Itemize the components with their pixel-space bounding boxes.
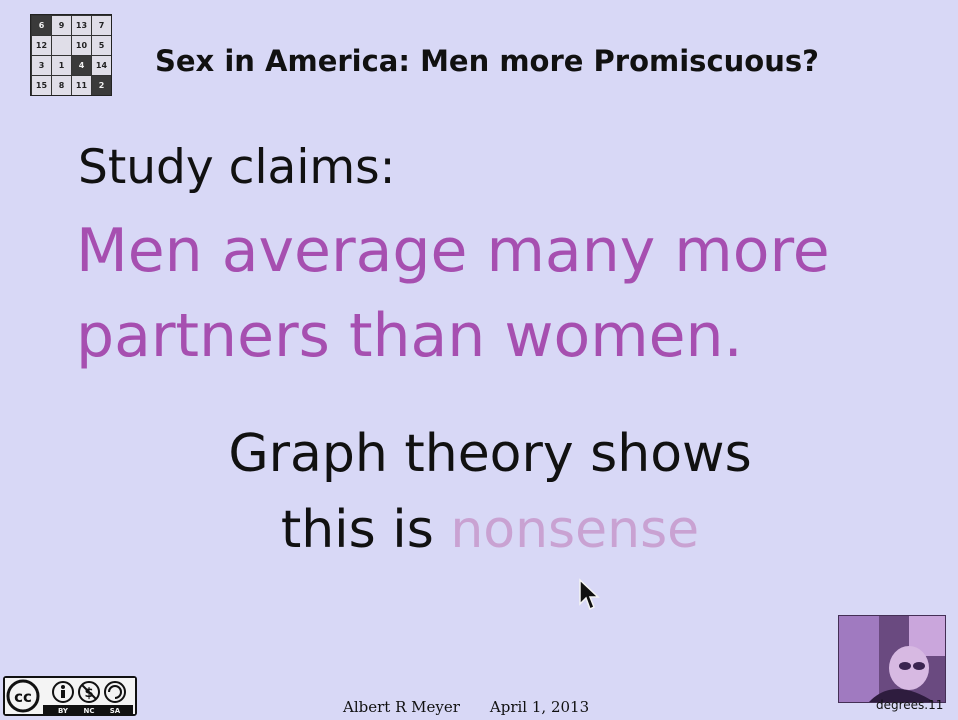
webcam-image (839, 616, 945, 702)
cc-license-icons: cc $ BY NC SA (5, 678, 135, 715)
puzzle-cell: 2 (92, 76, 111, 95)
puzzle-cell: 1 (52, 56, 71, 75)
puzzle-cell: 7 (92, 16, 111, 35)
svg-text:cc: cc (14, 688, 32, 706)
footer-author: Albert R Meyer (343, 698, 460, 716)
lecturer-webcam-thumbnail (838, 615, 946, 703)
conclusion-line-1: Graph theory shows (228, 424, 752, 484)
claim-line-2: partners than women. (76, 301, 743, 371)
svg-text:$: $ (84, 686, 93, 701)
puzzle-cell: 14 (92, 56, 111, 75)
footer: Albert R Meyer April 1, 2013 (343, 698, 589, 716)
puzzle-cell: 9 (52, 16, 71, 35)
puzzle-cell: 5 (92, 36, 111, 55)
puzzle-cell: 13 (72, 16, 91, 35)
slide-title: Sex in America: Men more Promiscuous? (155, 44, 819, 78)
nonsense-emphasis: nonsense (450, 500, 700, 560)
mouse-cursor-icon (579, 578, 600, 611)
claim-lead: Study claims: (78, 140, 396, 195)
puzzle-logo: 6 9 13 7 12 10 5 3 1 4 14 15 8 11 2 (30, 14, 112, 96)
puzzle-cell: 15 (32, 76, 51, 95)
puzzle-blank-cell (52, 36, 71, 55)
puzzle-cell: 11 (72, 76, 91, 95)
puzzle-cell: 10 (72, 36, 91, 55)
puzzle-cell: 8 (52, 76, 71, 95)
cc-nc-label: NC (84, 707, 95, 714)
conclusion-prefix: this is (280, 500, 451, 560)
footer-date: April 1, 2013 (489, 698, 590, 716)
claim-line-1: Men average many more (76, 216, 830, 286)
puzzle-cell: 4 (72, 56, 91, 75)
cc-sa-label: SA (110, 707, 121, 714)
cc-by-label: BY (58, 707, 69, 714)
puzzle-cell: 12 (32, 36, 51, 55)
slide-id-label: degrees.11 (876, 698, 944, 712)
conclusion-line-2: this is nonsense (130, 500, 850, 560)
puzzle-cell: 3 (32, 56, 51, 75)
puzzle-cell: 6 (32, 16, 51, 35)
puzzle-grid: 6 9 13 7 12 10 5 3 1 4 14 15 8 11 2 (31, 15, 111, 96)
creative-commons-badge: cc $ BY NC SA (3, 676, 137, 716)
